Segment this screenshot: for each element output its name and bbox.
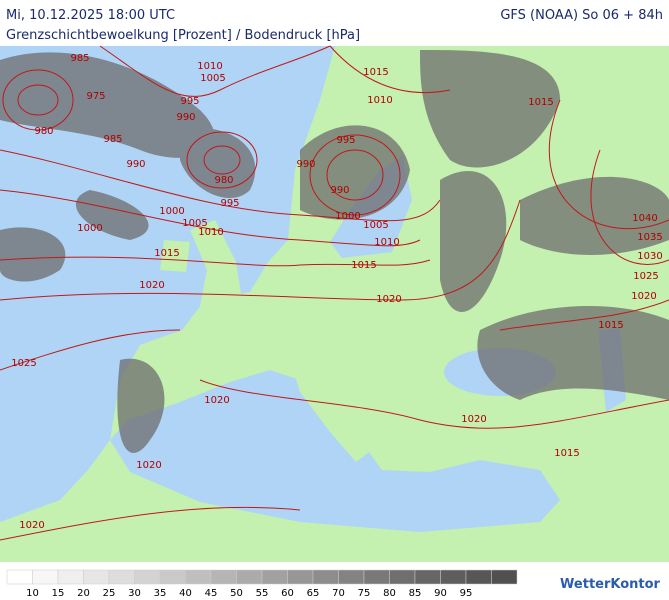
isobar-label: 995 (180, 96, 199, 107)
isobar-label: 1015 (528, 97, 553, 108)
isobar-label: 1025 (11, 358, 36, 369)
legend-label: 50 (230, 588, 243, 599)
legend-swatch (465, 569, 492, 585)
legend-swatch (185, 569, 212, 585)
legend-swatch (236, 569, 263, 585)
isobar-label: 995 (336, 135, 355, 146)
legend: 10 15 20 25 30 35 40 45 50 55 60 65 70 75 80 85 90 95 (6, 569, 518, 599)
isobar-label: 990 (126, 159, 145, 170)
isobar-label: 980 (34, 126, 53, 137)
isobar-label: 1005 (182, 218, 207, 229)
isobar-label: 1025 (633, 271, 658, 282)
isobars (0, 45, 669, 541)
legend-label: 55 (256, 588, 269, 599)
legend-swatch (440, 569, 467, 585)
legend-swatch (108, 569, 135, 585)
legend-label: 10 (26, 588, 39, 599)
legend-swatch (210, 569, 237, 585)
isobar-label: 1020 (136, 460, 161, 471)
isobar-label: 1000 (77, 223, 102, 234)
legend-swatch (159, 569, 186, 585)
subtitle: Grenzschichtbewoelkung [Prozent] / Boden… (6, 28, 360, 43)
legend-label: 85 (409, 588, 422, 599)
legend-label: 95 (460, 588, 473, 599)
isobar-label: 1015 (554, 448, 579, 459)
legend-swatch (32, 569, 59, 585)
isobar-label: 990 (176, 112, 195, 123)
mediterranean (110, 370, 560, 532)
isobar-label: 1040 (632, 213, 657, 224)
ireland (160, 240, 190, 272)
isobar-label: 1020 (139, 280, 164, 291)
legend-label: 30 (128, 588, 141, 599)
legend-label: 20 (77, 588, 90, 599)
isobar-label: 1010 (374, 237, 399, 248)
isobar-label: 975 (86, 91, 105, 102)
legend-label: 70 (332, 588, 345, 599)
isobar-label: 1015 (154, 248, 179, 259)
legend-label: 40 (179, 588, 192, 599)
isobar-label: 1010 (197, 61, 222, 72)
legend-swatch (287, 569, 314, 585)
isobar-label: 1020 (376, 294, 401, 305)
isobar-label: 1015 (351, 260, 376, 271)
isobar-label: 1000 (159, 206, 184, 217)
isobar-label: 1020 (461, 414, 486, 425)
isobar-label: 1030 (637, 251, 662, 262)
isobar-label: 995 (220, 198, 239, 209)
legend-label: 35 (154, 588, 167, 599)
legend-label: 75 (358, 588, 371, 599)
isobar-label: 990 (330, 185, 349, 196)
italy (290, 360, 372, 462)
legend-label: 65 (307, 588, 320, 599)
date: Mi, 10.12.2025 18:00 UTC (6, 8, 175, 23)
legend-label: 60 (281, 588, 294, 599)
legend-swatch (6, 569, 33, 585)
legend-label: 80 (383, 588, 396, 599)
isobar-label: 1000 (335, 211, 360, 222)
isobar-label: 985 (70, 53, 89, 64)
legend-label: 90 (434, 588, 447, 599)
isobar-label: 985 (103, 134, 122, 145)
isobar-label: 1020 (631, 291, 656, 302)
legend-swatch (261, 569, 288, 585)
isobar-label: 1020 (204, 395, 229, 406)
isobar-label: 1015 (598, 320, 623, 331)
legend-swatch (389, 569, 416, 585)
legend-swatch (57, 569, 84, 585)
legend-label: 15 (52, 588, 65, 599)
map (0, 45, 669, 562)
isobar-label: 1010 (367, 95, 392, 106)
logo: WetterKontor (560, 577, 661, 592)
isobar-label: 1035 (637, 232, 662, 243)
legend-swatch (338, 569, 365, 585)
clouds (0, 50, 669, 454)
model: GFS (NOAA) So 06 + 84h (500, 8, 663, 23)
legend-label: 25 (103, 588, 116, 599)
legend-swatch (83, 569, 110, 585)
legend-swatch (134, 569, 161, 585)
isobar-label: 980 (214, 175, 233, 186)
legend-swatch (491, 569, 518, 585)
isobar-label: 1005 (200, 73, 225, 84)
legend-swatch (363, 569, 390, 585)
isobar-label: 1010 (198, 227, 223, 238)
isobar-label: 1015 (363, 67, 388, 78)
isobar-label: 990 (296, 159, 315, 170)
legend-label: 45 (205, 588, 218, 599)
legend-swatch (414, 569, 441, 585)
legend-swatch (312, 569, 339, 585)
isobar-label: 1020 (19, 520, 44, 531)
isobar-label: 1005 (363, 220, 388, 231)
